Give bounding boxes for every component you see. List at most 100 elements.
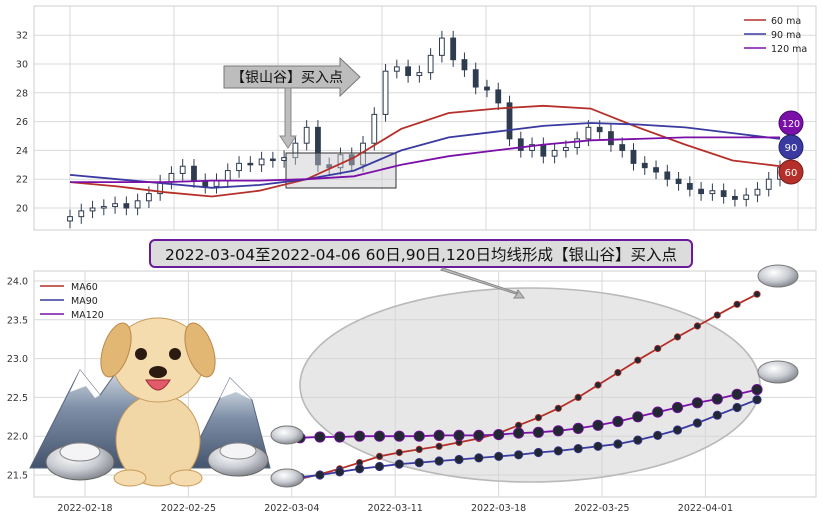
- bottom-x-tick-label: 2022-03-25: [574, 503, 629, 514]
- banner-text: 2022-03-04至2022-04-06 60日,90日,120日均线形成【银…: [165, 246, 677, 264]
- bottom-x-tick-label: 2022-03-18: [471, 503, 526, 514]
- bottom-y-tick-label: 22.5: [7, 393, 28, 404]
- legend-label-MA90: MA90: [71, 296, 98, 307]
- banner-arrow: [440, 267, 525, 299]
- badge-60: [778, 159, 804, 185]
- candle-body: [653, 167, 659, 173]
- bottom-marker-MA90: [474, 453, 484, 463]
- banner-box: [149, 239, 693, 268]
- bottom-marker-MA120: [314, 431, 326, 443]
- top-line-90-ma: [69, 122, 781, 189]
- silver-mountain-illustration: [29, 264, 799, 488]
- bottom-marker-MA60: [574, 393, 582, 401]
- bottom-marker-MA120: [473, 429, 485, 441]
- top-grid: [34, 6, 816, 230]
- bottom-y-tick-label: 22.0: [7, 432, 28, 443]
- candle-body: [281, 157, 288, 161]
- bottom-marker-MA120: [493, 428, 505, 441]
- top-ma-lines: [69, 104, 781, 198]
- bottom-marker-MA90: [633, 435, 643, 445]
- bottom-marker-MA90: [374, 461, 385, 472]
- bottom-marker-MA60: [753, 290, 761, 298]
- bottom-marker-MA120: [751, 383, 763, 396]
- top-y-axis: 20 22 24 26 28 30 32: [16, 31, 28, 215]
- badge-90-label: 90: [785, 143, 798, 154]
- candle-body: [765, 178, 772, 190]
- bottom-marker-MA120: [353, 430, 366, 442]
- candle-body: [89, 207, 96, 212]
- candle-body: [123, 203, 130, 209]
- bottom-x-axis: 2022-02-18 2022-02-25 2022-03-04 2022-03-11…: [57, 503, 733, 514]
- bottom-marker-MA90: [434, 456, 444, 466]
- candle-body: [78, 210, 85, 218]
- candle-body: [371, 113, 378, 144]
- candle-body: [619, 144, 626, 151]
- bottom-marker-MA60: [733, 300, 741, 308]
- bottom-marker-MA90: [494, 451, 504, 461]
- top-y-tick-label: 28: [16, 88, 28, 99]
- candle-body: [450, 37, 457, 61]
- bottom-marker-MA120: [612, 415, 624, 428]
- bottom-marker-MA120: [512, 427, 525, 439]
- candle-body: [382, 70, 389, 115]
- bottom-x-tick-label: 2022-02-18: [57, 503, 112, 514]
- candle-body: [315, 126, 321, 166]
- candle-body: [596, 126, 603, 133]
- badge-120-label: 120: [782, 119, 800, 130]
- bottom-y-tick-label: 24.0: [7, 277, 28, 288]
- candle-body: [529, 144, 535, 151]
- bottom-marker-MA120: [671, 401, 684, 414]
- candle-body: [608, 131, 614, 146]
- badge-90: [778, 134, 804, 160]
- bottom-marker-MA120: [691, 397, 704, 409]
- silver-bowl-icon: [757, 264, 799, 288]
- candle-body: [269, 158, 276, 162]
- bottom-marker-MA120: [413, 430, 425, 442]
- candle-body: [427, 54, 434, 74]
- top-legend: 60 ma 90 ma 120 ma: [744, 16, 807, 55]
- bottom-marker-MA120: [572, 422, 584, 434]
- bottom-marker-MA90: [712, 410, 722, 420]
- candlesticks: [67, 30, 783, 229]
- candle-body: [67, 216, 73, 222]
- bottom-marker-MA90: [553, 446, 563, 456]
- candle-body: [179, 165, 186, 174]
- bottom-marker-MA90: [513, 450, 524, 460]
- bottom-marker-MA120: [552, 425, 564, 437]
- snow-cap-left: [70, 370, 100, 398]
- bottom-marker-MA90: [414, 457, 424, 468]
- bottom-marker-MA90: [533, 447, 544, 458]
- candle-body: [236, 162, 242, 172]
- bottom-marker-MA120: [652, 406, 664, 418]
- candle-body: [484, 86, 490, 91]
- bottom-marker-MA90: [752, 395, 762, 405]
- bottom-x-tick-label: 2022-02-25: [161, 503, 216, 514]
- candle-body: [112, 203, 118, 208]
- candle-body: [630, 149, 637, 164]
- top-y-tick-label: 24: [16, 146, 28, 157]
- bottom-marker-MA60: [534, 413, 543, 422]
- bottom-marker-MA60: [395, 448, 403, 457]
- candle-body: [337, 154, 344, 169]
- bottom-marker-MA60: [713, 311, 721, 319]
- bottom-marker-MA120: [632, 411, 644, 423]
- bottom-marker-MA90: [335, 467, 345, 477]
- bottom-y-tick-label: 21.5: [7, 471, 28, 482]
- candle-body: [303, 126, 310, 144]
- candle-body: [743, 194, 750, 200]
- bottom-marker-MA60: [614, 368, 622, 377]
- bottom-y-tick-label: 23.0: [7, 354, 28, 365]
- bottom-marker-MA60: [693, 322, 702, 330]
- bottom-x-tick-label: 2022-03-04: [264, 503, 319, 514]
- silver-bowl-icon: [757, 360, 799, 384]
- candle-body: [393, 66, 400, 72]
- bottom-x-tick-label: 2022-04-01: [678, 503, 733, 514]
- candle-body: [213, 180, 220, 187]
- bottom-marker-MA120: [334, 431, 346, 443]
- candle-body: [472, 69, 479, 88]
- bottom-marker-MA60: [554, 404, 562, 412]
- top-price-panel: 20 22 24 26 28 30 32 【银山谷】买入点 60 ma 90 ma 120 …: [16, 5, 817, 231]
- candle-body: [585, 126, 592, 140]
